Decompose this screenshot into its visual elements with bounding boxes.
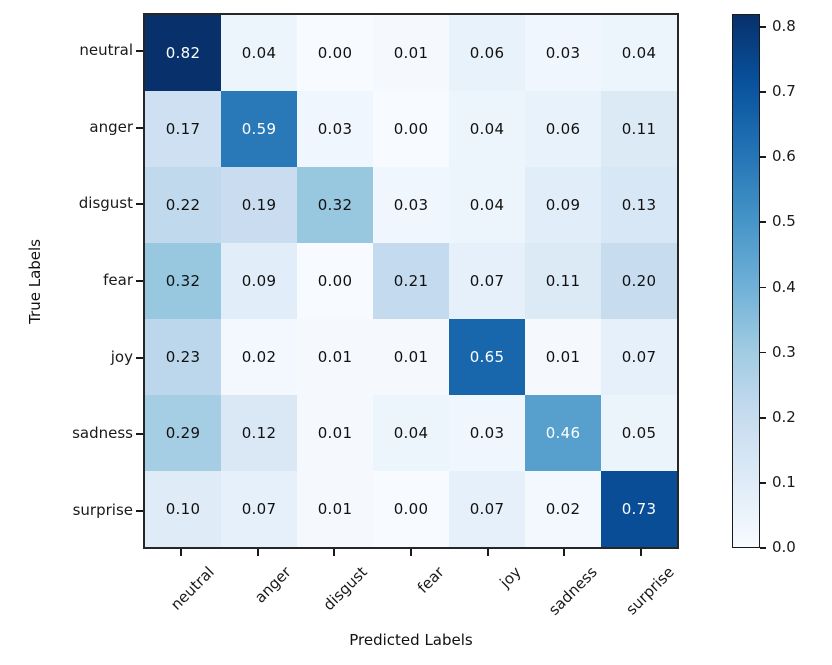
cell-joy-sadness: 0.01 [525,319,601,395]
x-tick-marks [143,549,679,556]
colorbar-tick-label: 0.5 [772,212,796,231]
y-tick-mark [136,433,143,436]
x-tick-labels: neutral anger disgust fear joy sadness surpris… [143,560,679,632]
cell-fear-fear: 0.21 [373,243,449,319]
cell-joy-fear: 0.01 [373,319,449,395]
colorbar-tick-mark [760,91,766,93]
x-tick-mark [333,549,336,556]
x-axis-title: Predicted Labels [349,631,473,649]
cell-surprise-fear: 0.00 [373,471,449,547]
cell-anger-surprise: 0.11 [601,91,677,167]
cell-fear-joy: 0.07 [449,243,525,319]
cell-sadness-fear: 0.04 [373,395,449,471]
colorbar-tick-mark [760,156,766,159]
y-tick-mark [136,203,143,206]
y-tick-mark [136,50,143,53]
colorbar-tick-label: 0.3 [772,342,796,361]
y-tick-label-neutral: neutral [79,41,133,60]
cell-sadness-disgust: 0.01 [297,395,373,471]
heatmap-grid: 0.82 0.04 0.00 0.01 0.06 0.03 0.04 0.17 0.59 0.03… [143,13,679,549]
y-tick-mark [136,356,143,359]
cell-sadness-surprise: 0.05 [601,395,677,471]
y-tick-label-surprise: surprise [72,500,133,519]
cell-anger-anger: 0.59 [221,91,297,167]
cell-anger-sadness: 0.06 [525,91,601,167]
cell-surprise-sadness: 0.02 [525,471,601,547]
cell-sadness-anger: 0.12 [221,395,297,471]
cell-joy-neutral: 0.23 [145,319,221,395]
cell-disgust-neutral: 0.22 [145,167,221,243]
colorbar-tick-label: 0.0 [772,538,796,556]
cell-disgust-joy: 0.04 [449,167,525,243]
cell-anger-joy: 0.04 [449,91,525,167]
cell-disgust-disgust: 0.32 [297,167,373,243]
x-tick-mark [180,549,183,556]
cell-neutral-surprise: 0.04 [601,15,677,91]
colorbar-tick-label: 0.7 [772,82,796,101]
cell-disgust-sadness: 0.09 [525,167,601,243]
colorbar-tick-mark [760,286,766,289]
y-tick-label-sadness: sadness [72,424,133,443]
cell-joy-anger: 0.02 [221,319,297,395]
colorbar [732,14,760,548]
cell-disgust-fear: 0.03 [373,167,449,243]
x-tick-mark [256,549,259,556]
colorbar-tick-label: 0.1 [772,472,796,491]
cell-sadness-sadness: 0.46 [525,395,601,471]
cell-neutral-joy: 0.06 [449,15,525,91]
x-tick-mark [639,549,642,556]
x-tick-mark [410,549,412,556]
colorbar-tick-mark [760,221,766,224]
y-tick-label-anger: anger [89,117,133,136]
x-tick-mark [486,549,489,556]
cell-joy-disgust: 0.01 [297,319,373,395]
cell-surprise-disgust: 0.01 [297,471,373,547]
cell-disgust-surprise: 0.13 [601,167,677,243]
colorbar-tick-label: 0.4 [772,277,796,296]
colorbar-ticks: 0.0 0.1 0.2 0.3 0.4 0.5 0.6 0.7 0.8 [760,14,826,556]
colorbar-tick-label: 0.8 [772,17,796,36]
y-tick-mark [136,126,143,129]
y-tick-labels: neutral anger disgust fear joy sadness surpris… [0,13,137,549]
cell-fear-sadness: 0.11 [525,243,601,319]
colorbar-tick-mark [760,547,766,549]
colorbar-tick-mark [760,26,766,28]
cell-fear-anger: 0.09 [221,243,297,319]
y-tick-label-fear: fear [103,271,133,289]
cell-fear-disgust: 0.00 [297,243,373,319]
colorbar-tick-mark [760,351,766,354]
cell-neutral-fear: 0.01 [373,15,449,91]
cell-surprise-anger: 0.07 [221,471,297,547]
cell-neutral-sadness: 0.03 [525,15,601,91]
x-tick-mark [563,549,566,556]
cell-joy-joy: 0.65 [449,319,525,395]
cell-surprise-surprise: 0.73 [601,471,677,547]
cell-disgust-anger: 0.19 [221,167,297,243]
y-tick-mark [136,280,143,282]
cell-neutral-anger: 0.04 [221,15,297,91]
y-tick-label-disgust: disgust [78,194,133,213]
cell-neutral-neutral: 0.82 [145,15,221,91]
y-tick-marks [136,13,143,549]
cell-anger-disgust: 0.03 [297,91,373,167]
y-tick-mark [136,509,143,512]
colorbar-tick-label: 0.6 [772,147,796,166]
cell-anger-neutral: 0.17 [145,91,221,167]
y-tick-label-joy: joy [110,347,133,366]
cell-neutral-disgust: 0.00 [297,15,373,91]
cell-fear-neutral: 0.32 [145,243,221,319]
colorbar-tick-label: 0.2 [772,407,796,426]
cell-sadness-neutral: 0.29 [145,395,221,471]
cell-surprise-joy: 0.07 [449,471,525,547]
cell-surprise-neutral: 0.10 [145,471,221,547]
cell-fear-surprise: 0.20 [601,243,677,319]
colorbar-tick-mark [760,416,766,419]
cell-joy-surprise: 0.07 [601,319,677,395]
cell-anger-fear: 0.00 [373,91,449,167]
colorbar-tick-mark [760,481,766,484]
cell-sadness-joy: 0.03 [449,395,525,471]
